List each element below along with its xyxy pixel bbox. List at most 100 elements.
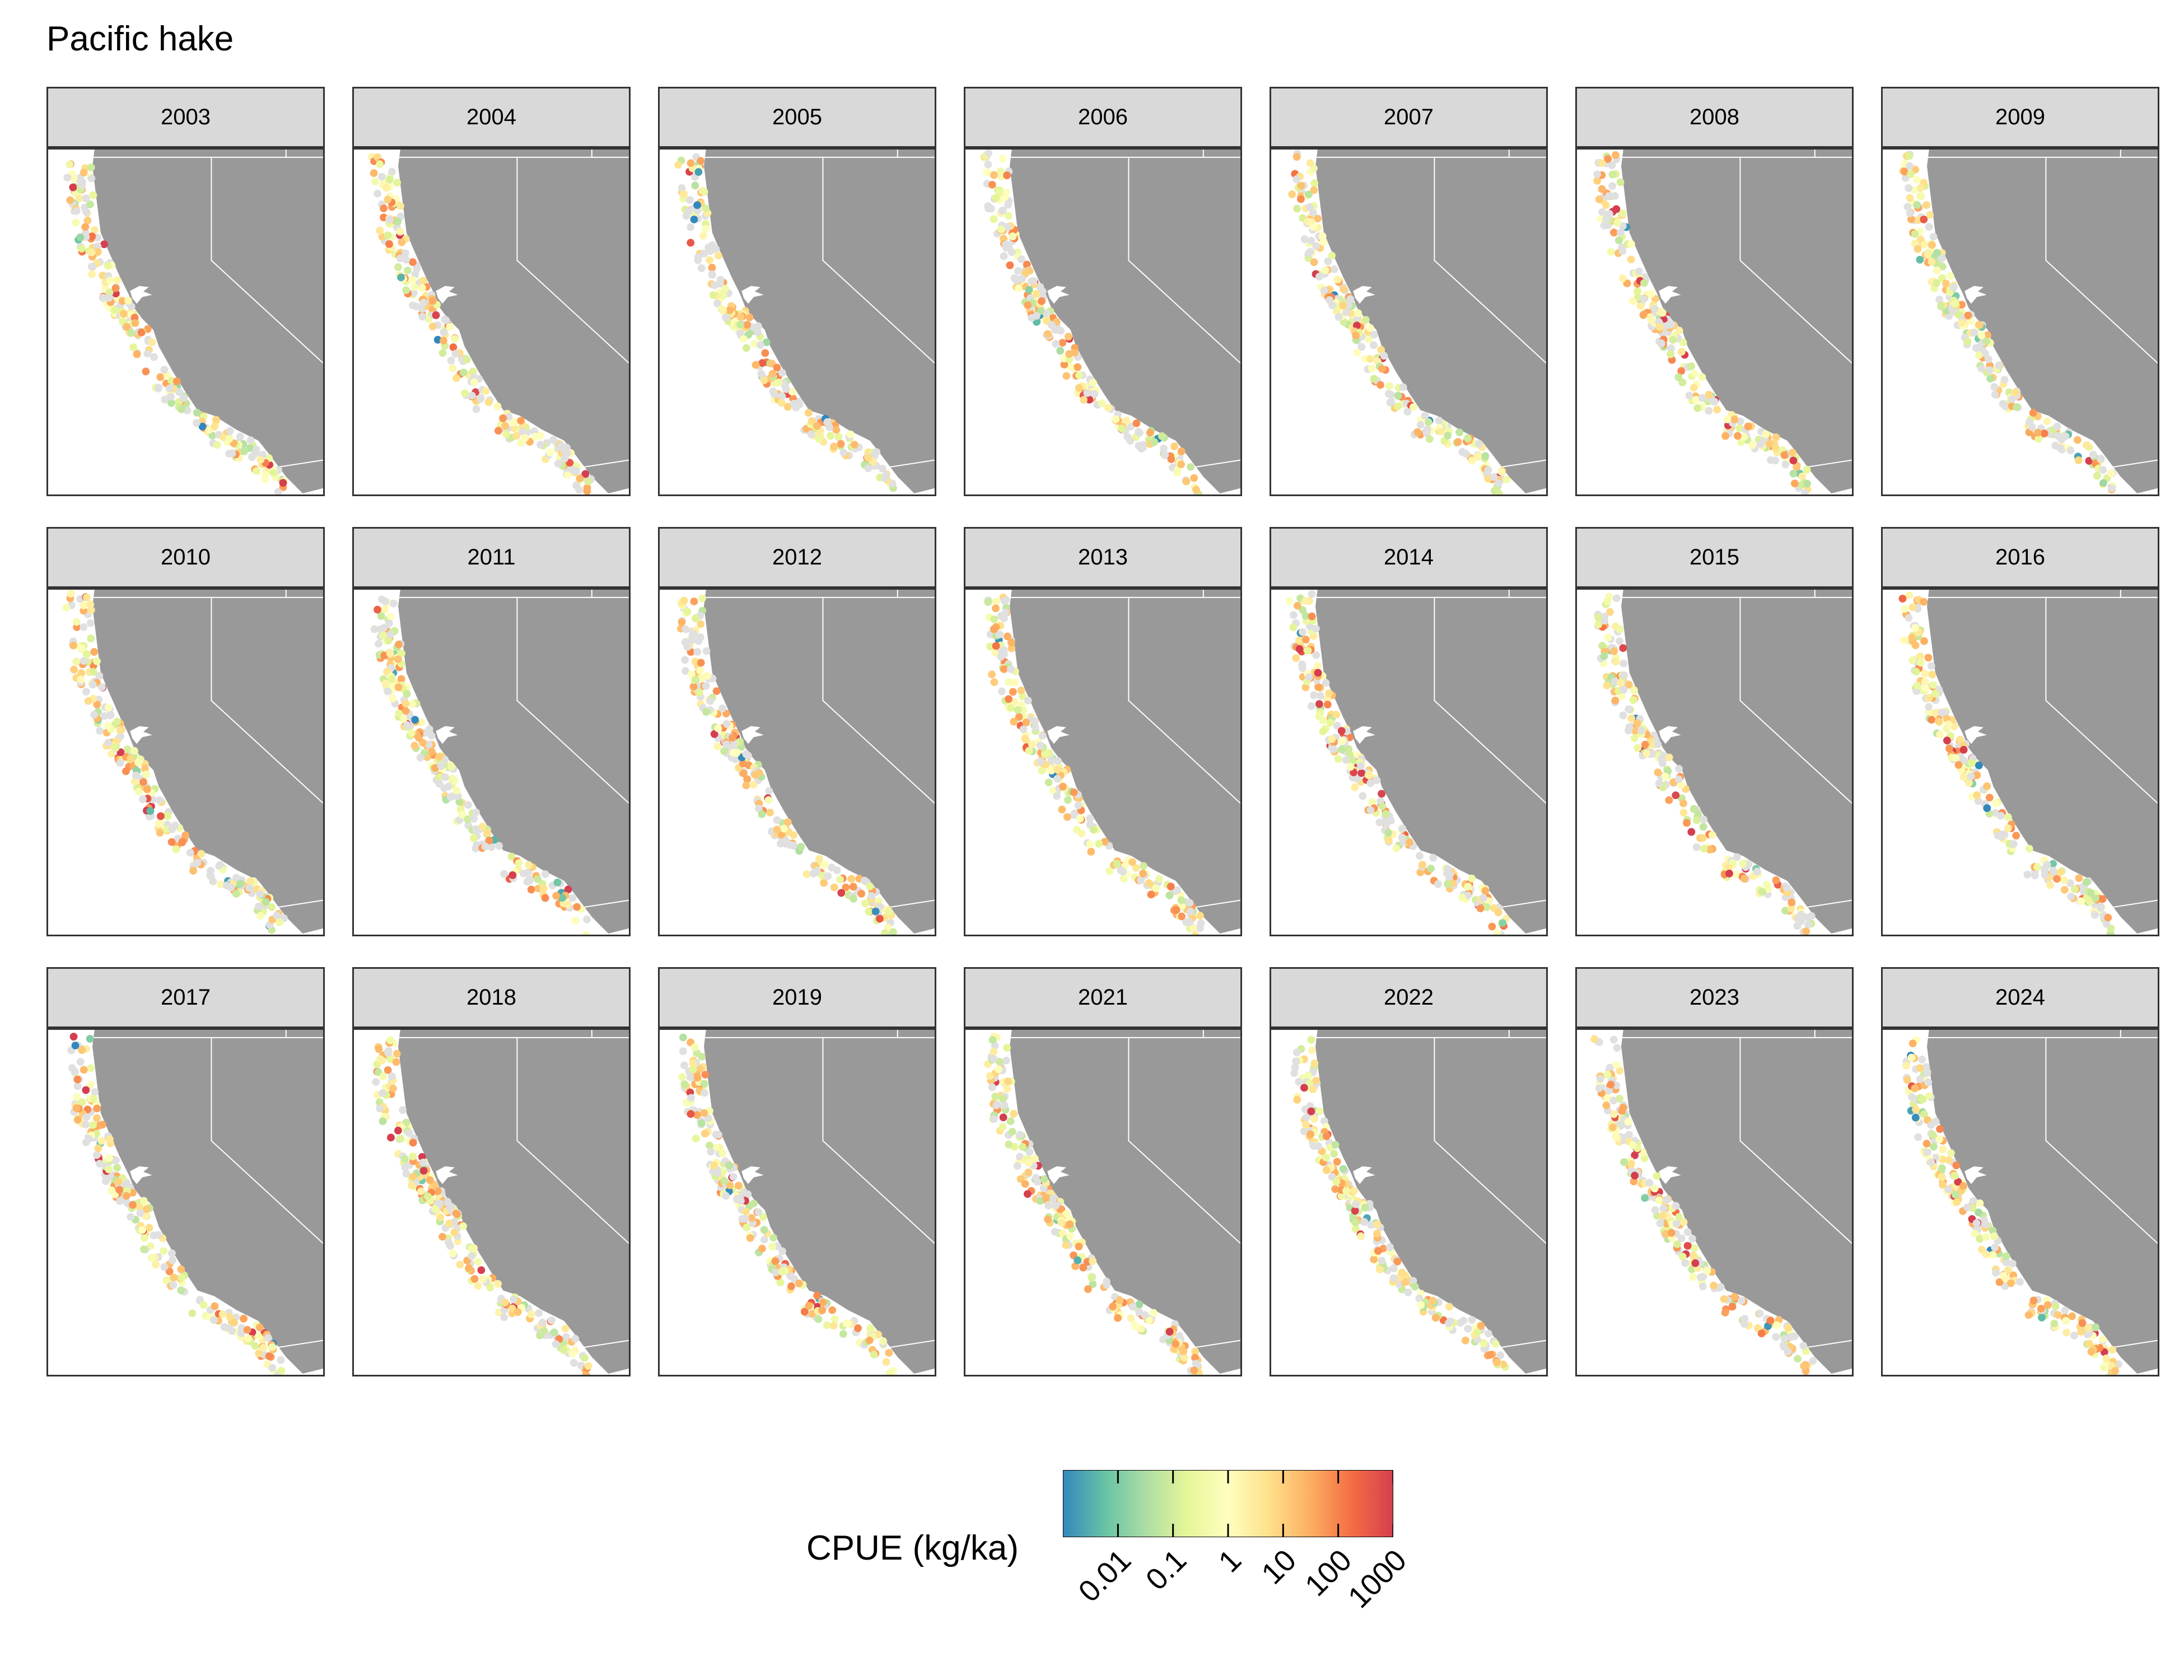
station-points [1590, 1035, 1817, 1375]
map-panel [46, 148, 325, 496]
state-borders [1621, 590, 1852, 911]
facet-2021: 2021 [964, 967, 1242, 1376]
map-canvas [63, 150, 323, 494]
legend-title: CPUE (kg/ka) [806, 1529, 1019, 1567]
map-canvas [674, 150, 935, 494]
state-borders [704, 590, 935, 911]
map-panel [658, 148, 936, 496]
facet-strip-label: 2016 [1881, 527, 2159, 588]
facet-2014: 2014 [1270, 527, 1548, 936]
state-borders [1315, 1030, 1546, 1351]
map-panel [1270, 148, 1548, 496]
colorbar-tick-label: 0.01 [1072, 1543, 1138, 1609]
facet-strip-label: 2014 [1270, 527, 1548, 588]
facet-2009: 2009 [1881, 87, 2159, 496]
station-points [370, 595, 591, 935]
map-panel [352, 588, 631, 936]
map-canvas [370, 590, 629, 935]
map-canvas [1593, 150, 1852, 494]
bay-water [1353, 726, 1375, 744]
facet-2019: 2019 [658, 967, 936, 1376]
facet-strip-label: 2009 [1881, 87, 2159, 148]
land-mass [92, 1030, 323, 1374]
facet-2003: 2003 [46, 87, 325, 496]
colorbar-tick-label: 1 [1212, 1543, 1248, 1579]
facet-strip-label: 2005 [658, 87, 936, 148]
facet-strip-label: 2007 [1270, 87, 1548, 148]
facet-2023: 2023 [1575, 967, 1854, 1376]
map-panel [658, 588, 936, 936]
station-points [1902, 1035, 2122, 1375]
colorbar-gradient [1062, 1469, 1394, 1538]
facet-2022: 2022 [1270, 967, 1548, 1376]
colorbar-tick-label: 0.1 [1139, 1543, 1193, 1597]
map-panel [658, 1028, 936, 1376]
map-panel [352, 1028, 631, 1376]
bay-water [436, 726, 458, 744]
state-borders [1927, 150, 2158, 471]
facet-strip-label: 2008 [1575, 87, 1854, 148]
state-borders [1315, 150, 1546, 471]
facet-2004: 2004 [352, 87, 631, 496]
land-mass [398, 1030, 629, 1374]
facet-strip-label: 2023 [1575, 967, 1854, 1028]
station-points [1593, 151, 1812, 494]
chart-title: Pacific hake [46, 20, 234, 58]
station-points [62, 590, 288, 934]
map-canvas [1902, 1030, 2158, 1375]
map-panel [964, 588, 1242, 936]
facet-2011: 2011 [352, 527, 631, 936]
facet-strip-label: 2018 [352, 967, 631, 1028]
bay-water [1047, 1166, 1070, 1184]
facet-grid: 2003 2004 2005 2006 2007 2008 2009 2010 2011 2012… [46, 87, 2163, 1380]
facet-strip-label: 2022 [1270, 967, 1548, 1028]
station-points [1288, 150, 1511, 494]
state-borders [1927, 590, 2158, 911]
facet-strip-label: 2024 [1881, 967, 2159, 1028]
state-borders [398, 1030, 629, 1351]
state-borders [1010, 1030, 1240, 1351]
bay-water [130, 726, 152, 744]
land-mass [1315, 590, 1546, 934]
map-panel [1881, 148, 2159, 496]
land-mass [92, 590, 323, 934]
station-points [63, 160, 288, 494]
facet-strip-label: 2013 [964, 527, 1242, 588]
state-borders [92, 590, 323, 911]
facet-2008: 2008 [1575, 87, 1854, 496]
station-points [1285, 590, 1510, 935]
color-legend: CPUE (kg/ka) 0.01 0.1 1 10 100 1000 [806, 1462, 1450, 1630]
station-points [674, 153, 897, 492]
map-canvas [1898, 590, 2158, 935]
map-panel [1270, 588, 1548, 936]
facet-2005: 2005 [658, 87, 936, 496]
map-panel [1575, 1028, 1854, 1376]
map-panel [964, 1028, 1242, 1376]
facet-2013: 2013 [964, 527, 1242, 936]
land-mass [1621, 150, 1852, 494]
land-mass [1621, 1030, 1852, 1374]
facet-strip-label: 2015 [1575, 527, 1854, 588]
bay-water [1659, 726, 1681, 744]
bay-water [1353, 286, 1375, 304]
bay-water [741, 1166, 764, 1184]
station-points [1290, 1035, 1509, 1371]
facet-strip-label: 2004 [352, 87, 631, 148]
bay-water [130, 286, 152, 304]
bay-water [741, 726, 764, 744]
colorbar-tick-label: 10 [1255, 1543, 1303, 1591]
state-borders [92, 150, 323, 471]
land-mass [1315, 150, 1546, 494]
bay-water [436, 1166, 458, 1184]
land-mass [398, 590, 629, 934]
map-canvas [1288, 150, 1546, 494]
facet-2006: 2006 [964, 87, 1242, 496]
land-mass [92, 150, 323, 494]
map-panel [352, 148, 631, 496]
map-panel [1881, 588, 2159, 936]
state-borders [1927, 1030, 2158, 1351]
map-canvas [1594, 590, 1852, 935]
state-borders [1315, 590, 1546, 911]
map-canvas [678, 1030, 935, 1375]
map-canvas [372, 1030, 629, 1375]
